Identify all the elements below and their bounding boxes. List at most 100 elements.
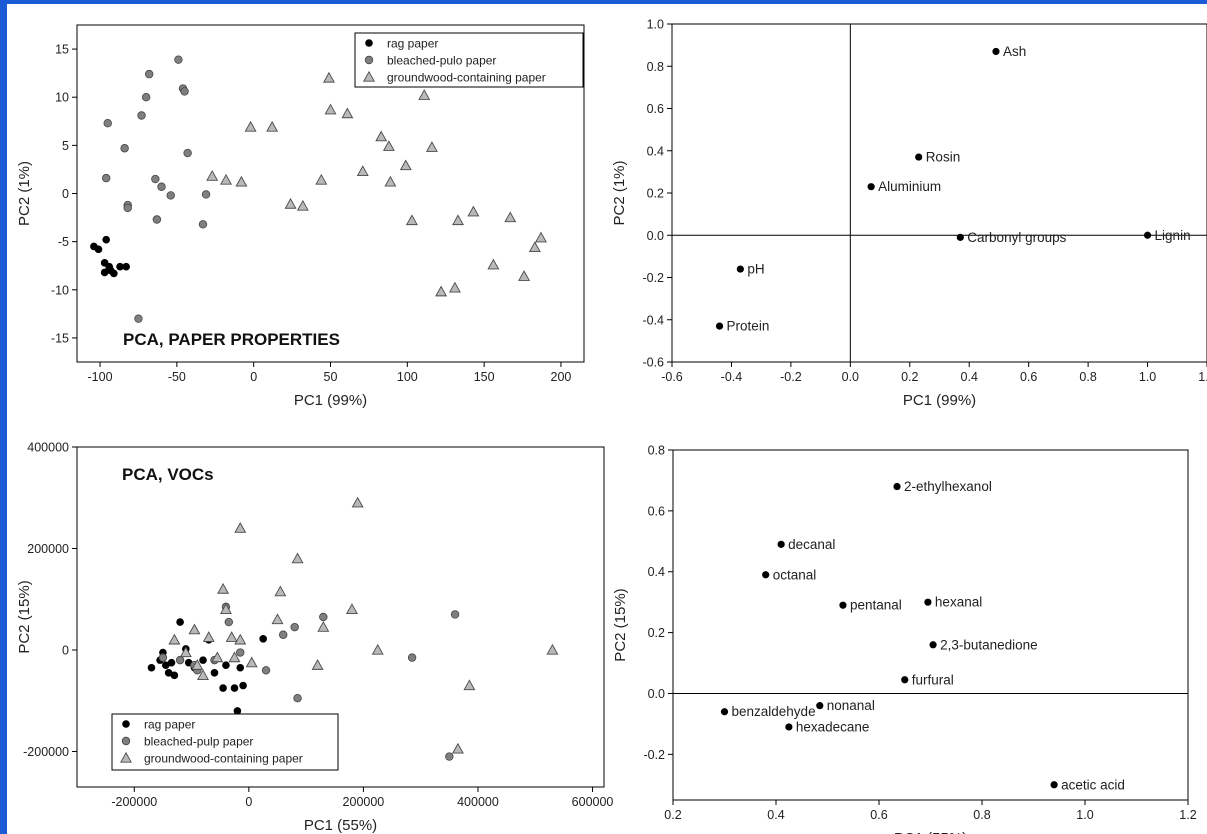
- x-tick-label: 1.2: [1179, 808, 1196, 822]
- y-tick-label: 400000: [27, 441, 69, 455]
- data-point: [445, 752, 454, 761]
- loading-point: [839, 601, 847, 609]
- y-tick-label: 0.0: [647, 229, 664, 243]
- data-point: [284, 197, 297, 209]
- x-axis-label: PC1 (99%): [903, 392, 976, 409]
- x-tick-label: -0.2: [780, 370, 802, 384]
- loading-point: [762, 571, 770, 579]
- data-point: [405, 214, 418, 226]
- loading-point: [1050, 781, 1058, 789]
- data-point: [166, 191, 175, 200]
- chart-scores_vocs: -200000 0 200000 400000 600000 -200000 0 200000…: [16, 441, 613, 834]
- data-point: [107, 266, 115, 275]
- y-tick-label: 5: [62, 139, 69, 153]
- y-tick-label: 0.4: [648, 565, 665, 579]
- loading-label: 2-ethylhexanol: [904, 479, 992, 494]
- data-point: [137, 111, 146, 120]
- x-tick-label: 0.2: [664, 808, 681, 822]
- data-point: [315, 173, 328, 185]
- x-tick-label: 0.4: [961, 370, 978, 384]
- x-tick-label: 0.6: [1020, 370, 1037, 384]
- x-tick-label: 200000: [343, 795, 385, 809]
- y-tick-label: 0.2: [648, 626, 665, 640]
- data-point: [311, 659, 324, 670]
- data-point: [448, 281, 461, 293]
- x-tick-label: 0.8: [1079, 370, 1096, 384]
- loading-point: [915, 153, 923, 161]
- y-axis-label: PC2 (1%): [16, 161, 33, 226]
- data-point: [151, 174, 160, 184]
- loading-label: 2,3-butanedione: [940, 637, 1038, 652]
- data-point: [201, 190, 211, 199]
- y-tick-label: 0.2: [647, 187, 664, 201]
- data-point: [158, 653, 168, 662]
- x-tick-label: 1.2: [1198, 370, 1207, 384]
- data-point: [290, 622, 299, 632]
- loading-label: benzaldehyde: [732, 704, 816, 719]
- y-axis-label: PC2 (15%): [16, 580, 33, 653]
- data-point: [233, 707, 242, 715]
- data-point: [375, 130, 388, 142]
- data-point: [274, 585, 287, 597]
- data-point: [168, 633, 181, 645]
- data-point: [152, 215, 162, 224]
- data-point: [219, 603, 232, 614]
- data-point: [202, 631, 215, 642]
- data-point: [351, 496, 364, 508]
- legend-box: [111, 713, 339, 771]
- y-tick-label: 200000: [27, 542, 69, 556]
- data-point: [217, 582, 230, 594]
- x-tick-label: 0.0: [842, 370, 859, 384]
- x-axis-label: PC1 (55%): [304, 817, 377, 834]
- data-point: [236, 663, 245, 672]
- data-point: [271, 613, 284, 625]
- data-point: [167, 658, 176, 667]
- legend-marker: [121, 736, 131, 746]
- y-tick-label: 1.0: [647, 18, 664, 32]
- y-tick-label: 0.0: [648, 687, 665, 701]
- data-point: [101, 173, 111, 183]
- series-rag-paper: [90, 235, 130, 278]
- data-point: [425, 141, 438, 152]
- data-point: [147, 663, 156, 672]
- data-point: [164, 669, 173, 677]
- y-tick-label: 0.6: [647, 102, 664, 116]
- y-tick-label: -0.2: [642, 271, 664, 285]
- x-tick-label: 150: [474, 370, 495, 384]
- x-tick-label: 0.6: [870, 808, 887, 822]
- legend-label: bleached-pulp paper: [144, 735, 253, 749]
- data-point: [463, 679, 476, 691]
- loading-label: Rosin: [926, 150, 961, 165]
- data-point: [407, 653, 417, 662]
- loading-label: pH: [747, 262, 764, 277]
- data-point: [322, 71, 335, 83]
- loading-point: [777, 540, 785, 548]
- data-point: [197, 669, 209, 680]
- data-point: [122, 262, 130, 271]
- data-point: [230, 684, 239, 692]
- legend-label: bleached-pulo paper: [387, 54, 496, 68]
- data-point: [179, 646, 192, 658]
- data-point: [94, 245, 103, 254]
- loading-label: hexadecane: [796, 719, 870, 734]
- data-point: [296, 199, 309, 211]
- plot-frame: [672, 449, 1189, 801]
- loading-label: hexanal: [935, 595, 982, 610]
- data-point: [103, 119, 112, 128]
- loading-point: [867, 183, 875, 191]
- data-point: [324, 103, 337, 115]
- loading-label: nonanal: [827, 698, 875, 713]
- y-axis-label: PC2 (15%): [612, 588, 629, 661]
- frame-border-top: [0, 0, 1207, 4]
- data-point: [528, 241, 541, 253]
- x-axis-label: PC1 (55%): [894, 830, 967, 834]
- data-point: [219, 684, 227, 692]
- x-tick-label: 0.4: [767, 808, 784, 822]
- data-point: [102, 235, 110, 244]
- y-tick-label: 15: [55, 43, 69, 57]
- data-point: [319, 612, 328, 622]
- loading-point: [720, 708, 729, 716]
- data-point: [157, 182, 166, 191]
- y-tick-label: 0.8: [647, 60, 664, 74]
